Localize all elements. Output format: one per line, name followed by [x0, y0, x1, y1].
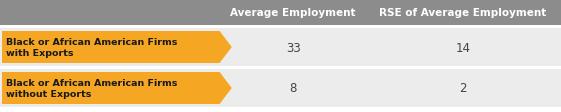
Bar: [0, 66, 561, 69]
Text: Average Employment: Average Employment: [231, 8, 356, 18]
Text: 33: 33: [286, 41, 301, 54]
Bar: [0, 69, 561, 107]
Text: 2: 2: [459, 82, 467, 95]
Text: 14: 14: [456, 41, 470, 54]
Bar: [0, 26, 561, 29]
Bar: [0, 29, 561, 66]
Text: Black or African American Firms
with Exports: Black or African American Firms with Exp…: [6, 37, 177, 58]
Text: 8: 8: [289, 82, 297, 95]
PathPatch shape: [2, 72, 232, 104]
Bar: [0, 0, 561, 26]
Bar: [0, 107, 561, 112]
PathPatch shape: [2, 32, 232, 63]
Text: Black or African American Firms
without Exports: Black or African American Firms without …: [6, 78, 177, 99]
Text: RSE of Average Employment: RSE of Average Employment: [379, 8, 546, 18]
